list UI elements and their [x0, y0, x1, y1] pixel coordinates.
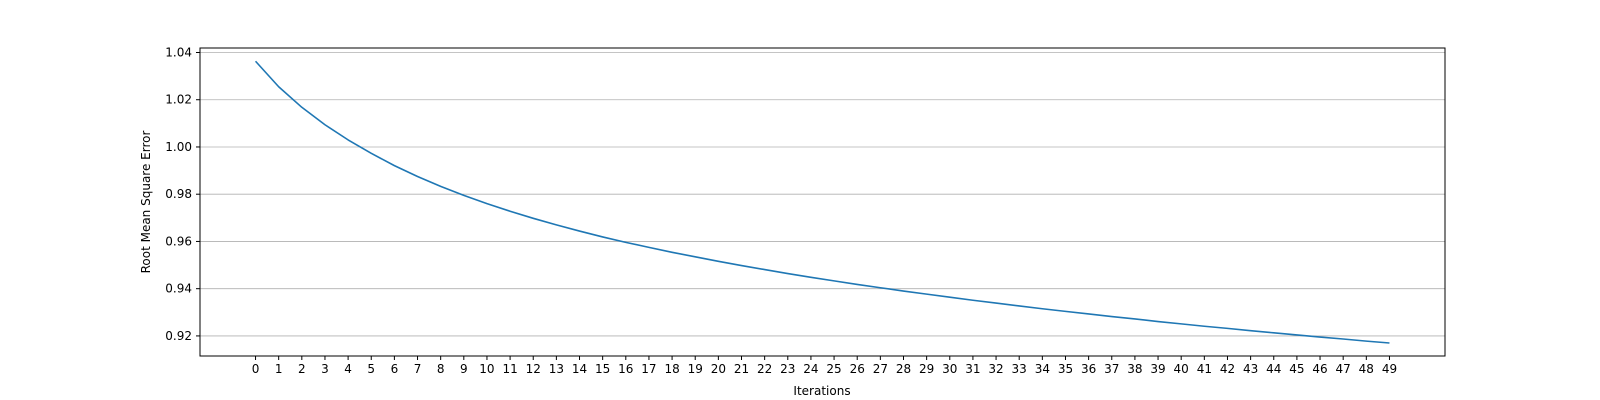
x-tick-label: 30 [942, 362, 957, 376]
x-tick-label: 11 [502, 362, 517, 376]
x-axis-label: Iterations [793, 384, 850, 398]
x-tick-label: 42 [1220, 362, 1235, 376]
y-axis-label: Root Mean Square Error [139, 131, 153, 274]
x-tick-label: 3 [321, 362, 329, 376]
x-tick-label: 40 [1174, 362, 1189, 376]
x-axis-ticks: 0 1 2 3 4 5 6 7 8 9 10 11 12 13 14 15 16 17 18 19 20 21 22 23 24… [252, 356, 1397, 376]
x-tick-label: 47 [1336, 362, 1351, 376]
x-tick-label: 49 [1382, 362, 1397, 376]
x-tick-label: 13 [549, 362, 564, 376]
x-tick-label: 38 [1127, 362, 1142, 376]
x-tick-label: 7 [414, 362, 422, 376]
x-tick-label: 41 [1197, 362, 1212, 376]
x-tick-label: 10 [479, 362, 494, 376]
x-tick-label: 17 [641, 362, 656, 376]
y-tick-label: 1.04 [165, 45, 192, 59]
x-tick-label: 33 [1012, 362, 1027, 376]
y-tick-label: 0.92 [165, 329, 192, 343]
y-tick-label: 0.98 [165, 187, 192, 201]
x-tick-label: 15 [595, 362, 610, 376]
y-axis-ticks: 0.92 0.94 0.96 0.98 1.00 1.02 1.04 [165, 45, 200, 343]
series-layer [254, 60, 1390, 344]
x-tick-label: 21 [734, 362, 749, 376]
plot-frame [199, 47, 1446, 357]
x-tick-label: 45 [1289, 362, 1304, 376]
y-tick-label: 1.00 [165, 140, 192, 154]
x-tick-label: 28 [896, 362, 911, 376]
x-tick-label: 0 [252, 362, 260, 376]
x-tick-label: 14 [572, 362, 587, 376]
x-tick-label: 19 [688, 362, 703, 376]
x-tick-label: 9 [460, 362, 468, 376]
x-tick-label: 2 [298, 362, 306, 376]
x-tick-label: 29 [919, 362, 934, 376]
x-tick-label: 27 [873, 362, 888, 376]
x-tick-label: 34 [1035, 362, 1050, 376]
y-tick-label: 1.02 [165, 93, 192, 107]
x-tick-label: 24 [803, 362, 818, 376]
x-tick-label: 37 [1104, 362, 1119, 376]
x-tick-label: 32 [988, 362, 1003, 376]
x-tick-label: 44 [1266, 362, 1281, 376]
y-tick-label: 0.94 [165, 282, 192, 296]
x-tick-label: 22 [757, 362, 772, 376]
x-tick-label: 1 [275, 362, 283, 376]
x-tick-label: 31 [965, 362, 980, 376]
x-tick-label: 26 [850, 362, 865, 376]
x-tick-label: 8 [437, 362, 445, 376]
x-tick-label: 18 [664, 362, 679, 376]
x-tick-label: 43 [1243, 362, 1258, 376]
x-tick-label: 39 [1150, 362, 1165, 376]
y-tick-label: 0.96 [165, 234, 192, 248]
x-tick-label: 48 [1359, 362, 1374, 376]
y-gridlines [200, 52, 1445, 337]
x-tick-label: 35 [1058, 362, 1073, 376]
x-tick-label: 6 [391, 362, 399, 376]
x-tick-label: 16 [618, 362, 633, 376]
x-tick-label: 46 [1312, 362, 1327, 376]
x-tick-label: 4 [344, 362, 352, 376]
x-tick-label: 23 [780, 362, 795, 376]
x-tick-label: 20 [711, 362, 726, 376]
x-tick-label: 36 [1081, 362, 1096, 376]
x-tick-label: 5 [367, 362, 375, 376]
x-tick-label: 25 [826, 362, 841, 376]
x-tick-label: 12 [526, 362, 541, 376]
rmse-series-line [254, 60, 1390, 344]
